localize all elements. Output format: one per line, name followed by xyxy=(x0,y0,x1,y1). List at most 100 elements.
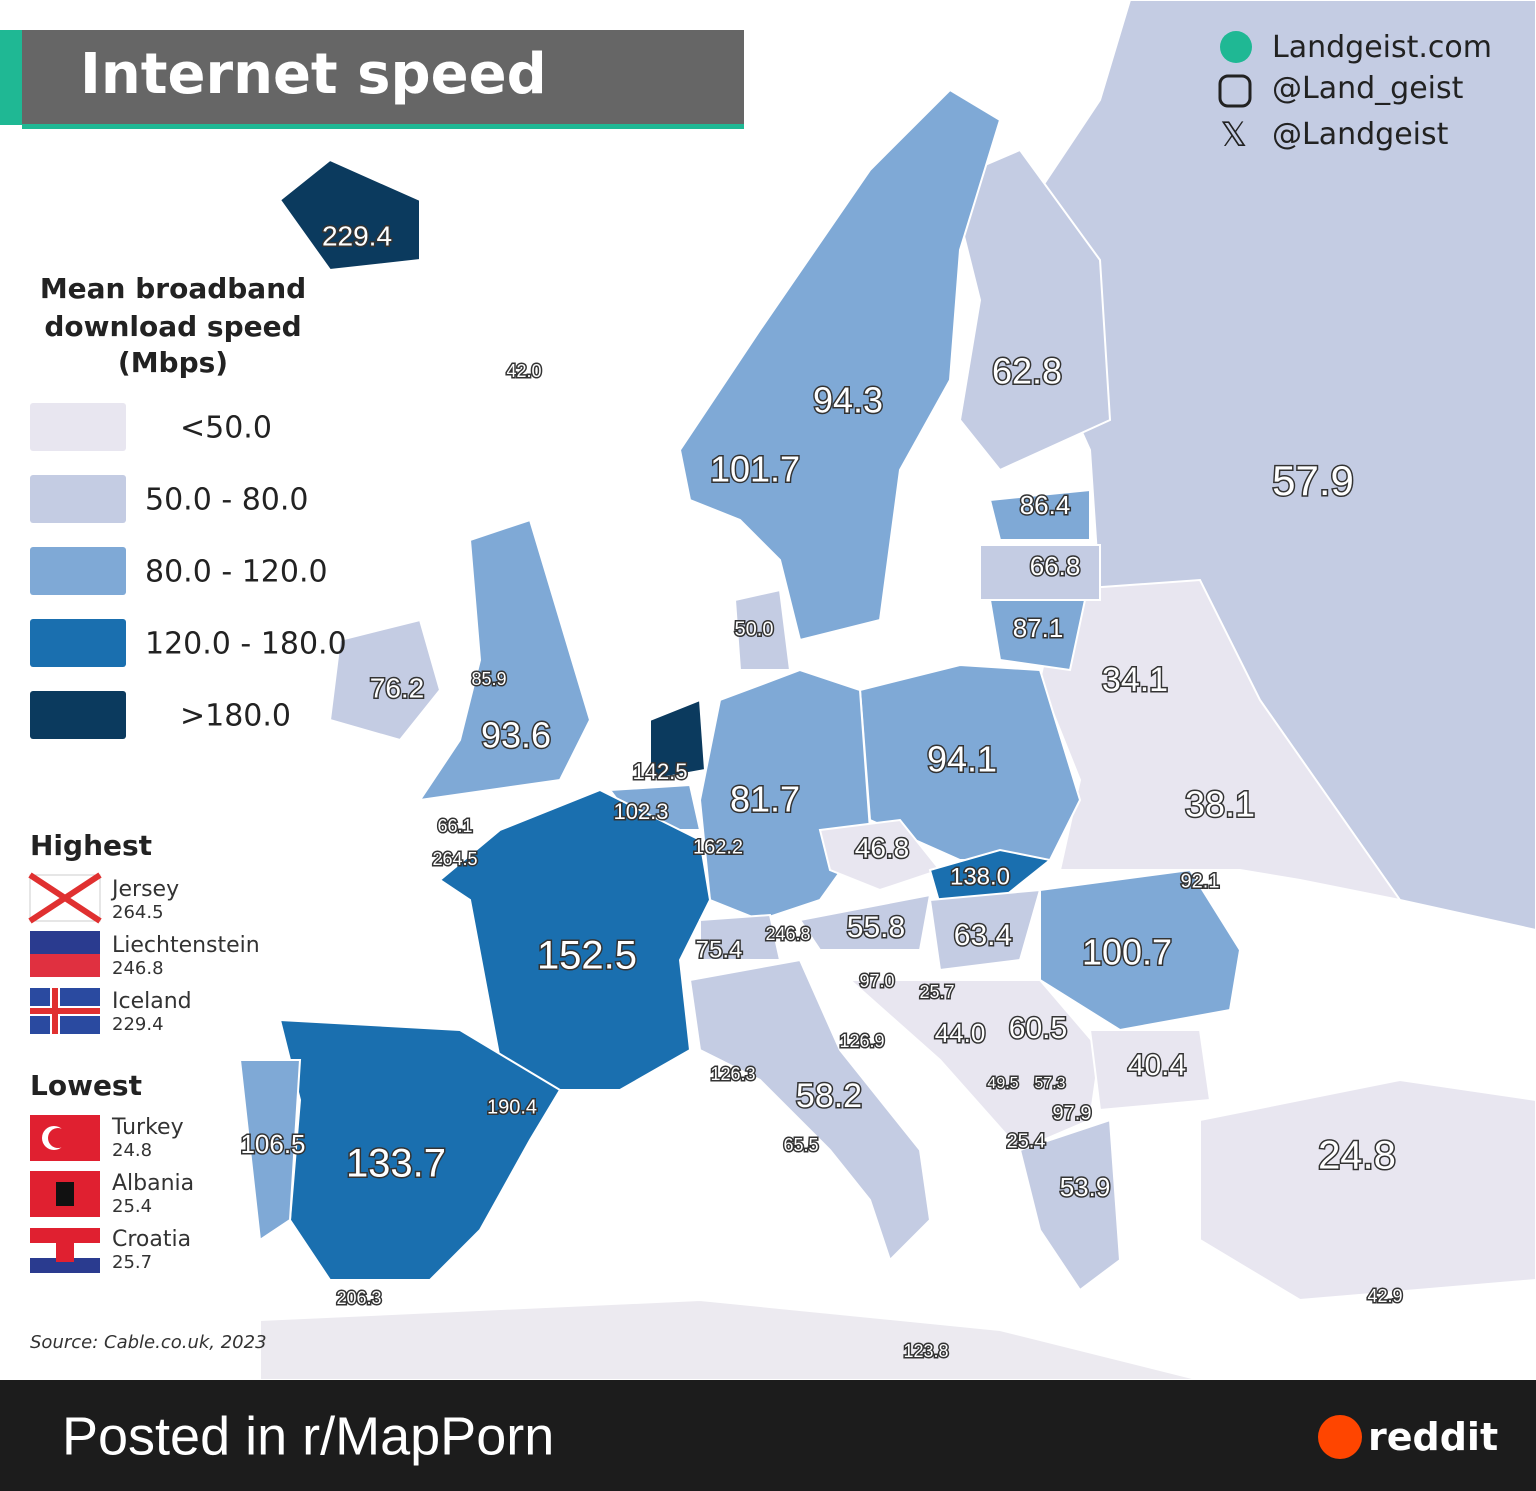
map-value: 97.0 xyxy=(859,971,894,991)
title-underline xyxy=(22,124,744,129)
map-value: 264.5 xyxy=(432,849,477,869)
turkey xyxy=(1199,1078,1536,1302)
map-value: 206.3 xyxy=(336,1288,381,1308)
highest-title: Highest xyxy=(30,829,152,862)
map-value: 24.8 xyxy=(1318,1134,1396,1178)
rank-value: 24.8 xyxy=(112,1140,152,1161)
map xyxy=(238,0,1536,1381)
legend-label: 120.0 - 180.0 xyxy=(145,627,347,662)
bulgaria xyxy=(1088,1029,1212,1112)
map-value: 75.4 xyxy=(696,936,743,963)
finland xyxy=(948,148,1112,472)
portugal xyxy=(238,1059,302,1242)
map-value: 102.3 xyxy=(613,799,668,824)
map-value: 106.5 xyxy=(240,1129,305,1159)
map-value: 138.0 xyxy=(950,863,1010,890)
map-value: 66.1 xyxy=(437,816,472,836)
reddit-brand: reddit xyxy=(1368,1415,1498,1459)
scandinavia xyxy=(678,88,1002,642)
rank-name: Turkey xyxy=(111,1115,184,1140)
north-africa xyxy=(259,1298,1201,1381)
uk xyxy=(417,518,592,802)
map-value: 63.4 xyxy=(954,919,1012,952)
map-value: 65.5 xyxy=(783,1135,818,1155)
map-value: 53.9 xyxy=(1060,1172,1111,1202)
map-value: 60.5 xyxy=(1009,1012,1067,1045)
map-value: 57.9 xyxy=(1272,457,1354,504)
lowest-title: Lowest xyxy=(30,1069,142,1102)
map-labels: 229.4 42.0 62.8 94.3 101.7 57.9 86.4 66.8 50.0 87… xyxy=(239,219,1404,1362)
footer xyxy=(0,1380,1536,1491)
legend-swatch xyxy=(30,547,126,595)
legend-swatch xyxy=(30,403,126,451)
map-value: 162.2 xyxy=(693,836,743,858)
title: Internet speed xyxy=(80,42,547,107)
map-value: 94.3 xyxy=(813,380,883,421)
greece xyxy=(1018,1118,1122,1292)
legend-label: 80.0 - 120.0 xyxy=(145,555,328,590)
rank-name: Albania xyxy=(112,1171,194,1196)
map-value: 62.8 xyxy=(992,351,1062,392)
map-value: 34.1 xyxy=(1102,661,1168,699)
map-value: 126.3 xyxy=(710,1064,755,1084)
map-value: 133.7 xyxy=(346,1142,446,1186)
legend-label: >180.0 xyxy=(180,699,291,734)
map-value: 94.1 xyxy=(927,739,997,780)
legend: Mean broadband download speed (Mbps) xyxy=(40,272,306,379)
map-value: 246.8 xyxy=(765,924,810,944)
czechia xyxy=(818,818,942,892)
title-banner xyxy=(22,30,744,128)
map-value: 49.5 xyxy=(987,1075,1018,1092)
map-value: 123.8 xyxy=(903,1341,948,1361)
reddit-logo xyxy=(1318,1415,1362,1459)
title-accent xyxy=(0,30,22,125)
social: Landgeist.com @Land_geist 𝕏 @Landgeist xyxy=(1218,30,1492,155)
map-value: 25.4 xyxy=(1007,1130,1046,1152)
balkans xyxy=(847,979,1102,1152)
map-value: 97.9 xyxy=(1053,1102,1092,1124)
italy xyxy=(688,958,932,1262)
map-value: 44.0 xyxy=(935,1018,986,1048)
map-value: 101.7 xyxy=(710,449,800,490)
rank-value: 25.7 xyxy=(112,1252,152,1273)
legend-swatch xyxy=(30,619,126,667)
map-value: 126.9 xyxy=(839,1031,884,1051)
globe-icon xyxy=(1220,31,1252,63)
legend-label: 50.0 - 80.0 xyxy=(145,483,309,518)
rank-value: 229.4 xyxy=(112,1014,164,1035)
source: Source: Cable.co.uk, 2023 xyxy=(30,1332,267,1353)
map-value: 42.0 xyxy=(506,361,541,381)
map-value: 76.2 xyxy=(370,672,425,703)
instagram-icon xyxy=(1218,74,1252,108)
map-value: 25.7 xyxy=(919,982,954,1002)
map-value: 92.1 xyxy=(1181,870,1220,892)
legend-title: download speed xyxy=(44,310,301,343)
legend-swatch xyxy=(30,691,126,739)
flags xyxy=(28,872,102,1273)
switzerland xyxy=(699,913,782,961)
estonia xyxy=(988,488,1091,541)
map-value: 55.8 xyxy=(847,911,905,944)
map-value: 81.7 xyxy=(730,779,800,820)
legend-title: (Mbps) xyxy=(118,346,228,379)
map-value: 38.1 xyxy=(1185,784,1255,825)
map-value: 93.6 xyxy=(481,715,551,756)
map-value: 85.9 xyxy=(471,669,506,689)
map-value: 58.2 xyxy=(796,1077,862,1115)
x-handle: @Landgeist xyxy=(1272,117,1449,152)
map-value: 142.5 xyxy=(632,759,687,784)
instagram: @Land_geist xyxy=(1272,71,1464,106)
x-icon: 𝕏 xyxy=(1220,115,1247,155)
map-value: 50.0 xyxy=(735,618,774,640)
hungary xyxy=(928,888,1042,972)
map-value: 57.3 xyxy=(1034,1075,1065,1092)
map-value: 152.5 xyxy=(537,934,637,978)
map-value: 46.8 xyxy=(855,832,910,863)
map-value: 42.9 xyxy=(1367,1286,1402,1306)
legend-title: Mean broadband xyxy=(40,272,306,305)
legend-swatch xyxy=(30,475,126,523)
map-value: 229.4 xyxy=(322,220,392,251)
netherlands xyxy=(649,698,707,782)
rank-name: Iceland xyxy=(112,989,192,1014)
